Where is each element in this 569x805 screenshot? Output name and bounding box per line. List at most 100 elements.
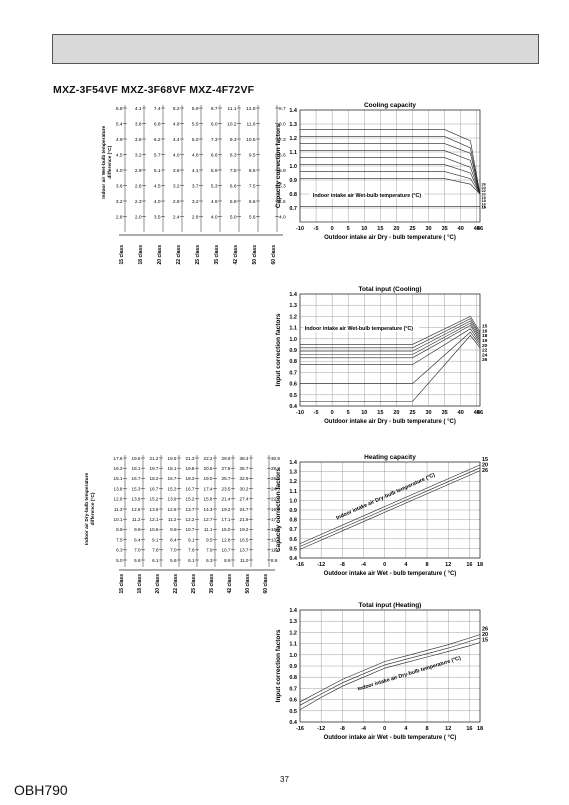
nomogram-axis-label: difference (°C): [90, 492, 96, 525]
class-label: 22 class: [173, 574, 179, 594]
nomogram-value: 15.5: [271, 527, 280, 532]
nomogram-value: 13.2: [271, 537, 280, 542]
nomogram-value: 32.9: [240, 476, 249, 481]
y-tick-label: 0.9: [289, 178, 297, 184]
x-tick-label: -16: [296, 726, 304, 732]
y-tick-label: 1.3: [289, 470, 297, 476]
nomogram-value: 5.6: [249, 214, 256, 220]
y-tick-label: 1.0: [289, 653, 297, 659]
nomogram-value: 11.2: [168, 517, 177, 522]
x-tick-label: -4: [361, 726, 367, 732]
nomogram-value: 10.7: [186, 527, 195, 532]
series-label: 22: [482, 348, 488, 354]
series-line-18: [300, 164, 481, 195]
nomogram-value: 2.8: [116, 214, 123, 220]
nomogram-value: 4.1: [135, 106, 142, 112]
nomogram-value: 4.6: [192, 152, 199, 158]
y-tick-label: 1.3: [289, 303, 297, 309]
nomogram-value: 9.1: [152, 537, 159, 542]
x-tick-label: -12: [317, 562, 325, 568]
nomogram-value: 3.6: [116, 183, 123, 189]
series-label: 18: [482, 199, 486, 203]
x-tick-label: -4: [361, 562, 367, 568]
class-label: 60 class: [271, 245, 277, 265]
series-label: 24: [482, 352, 488, 358]
x-tick-label: 30: [426, 410, 432, 416]
nomogram-value: 11.6: [247, 121, 256, 127]
model-title: MXZ-3F54VF MXZ-3F68VF MXZ-4F72VF: [53, 84, 255, 96]
nomogram-value: 5.4: [116, 121, 123, 127]
series-label: 19: [482, 338, 488, 344]
x-tick-label: 25: [409, 410, 415, 416]
y-tick-label: 1.4: [289, 292, 298, 298]
x-axis-label: Outdoor intake air Dry - bulb temperatur…: [324, 235, 456, 241]
nomogram-value: 12.8: [246, 106, 256, 112]
document-code: OBH790: [14, 782, 68, 798]
nomogram-value: 9.8: [170, 527, 177, 532]
class-label: 35 class: [209, 574, 215, 594]
series-line-19: [300, 157, 481, 195]
y-tick-label: 0.6: [289, 537, 297, 543]
nomogram-value: 15.0: [222, 527, 231, 532]
nomogram-value: 16.3: [114, 466, 123, 471]
nomogram-value: 15.2: [186, 497, 195, 502]
nomogram-value: 11.1: [204, 527, 213, 532]
series-label: 22: [482, 189, 486, 193]
series-label: 26: [482, 357, 488, 363]
x-tick-label: 0: [383, 726, 386, 732]
nomogram-value: 10.2: [227, 121, 237, 127]
y-tick-label: 1.1: [289, 489, 297, 495]
nomogram-value: 6.3: [206, 558, 213, 563]
nomogram-value: 8.4: [134, 537, 141, 542]
series-label: 26: [482, 627, 488, 633]
cooling-input-chart: Total input (Cooling) 0.4 0.5 0.6 0.7 0.8 0.9 1…: [275, 286, 488, 425]
x-tick-label: 46: [477, 410, 483, 416]
x-tick-label: -16: [296, 562, 304, 568]
nomogram-value: 10.6: [150, 527, 159, 532]
nomogram-value: 11.0: [271, 548, 280, 553]
class-label: 20 class: [157, 245, 163, 265]
nomogram-value: 15.3: [132, 486, 141, 491]
series-line-24: [300, 331, 481, 384]
nomogram-value: 10.7: [222, 548, 231, 553]
nomogram-value: 19.5: [132, 456, 141, 461]
nomogram-value: 2.9: [135, 168, 142, 174]
nomogram-value: 7.3: [279, 137, 286, 143]
y-tick-label: 1.3: [289, 619, 297, 625]
series-line-15: [300, 178, 481, 195]
nomogram-value: 21.4: [222, 497, 231, 502]
nomogram-value: 5.7: [154, 152, 161, 158]
y-tick-label: 0.7: [289, 370, 297, 376]
x-tick-label: 15: [377, 226, 383, 232]
series-label: 19: [482, 196, 486, 200]
nomogram-value: 15.2: [150, 497, 159, 502]
nomogram-value: 23.5: [222, 486, 231, 491]
nomogram-value: 5.8: [230, 199, 237, 205]
annotation-bg: [303, 324, 420, 332]
x-tick-label: 5: [347, 226, 350, 232]
nomogram-value: 10.1: [114, 517, 123, 522]
y-tick-label: 0.9: [289, 348, 297, 354]
nomogram-value: 6.6: [249, 199, 256, 205]
x-tick-label: 40: [458, 410, 464, 416]
series-label: 20: [482, 193, 486, 197]
x-tick-label: 45: [474, 226, 480, 232]
nomogram-value: 5.9: [279, 168, 286, 174]
series-label: 15: [482, 457, 488, 463]
series-line-24: [300, 136, 481, 195]
nomogram-value: 2.4: [173, 214, 180, 220]
series-line-19: [300, 322, 481, 355]
nomogram-value: 10.5: [246, 137, 256, 143]
nomogram-value: 12.6: [114, 497, 123, 502]
nomogram-value: 13.9: [168, 497, 177, 502]
nomogram-value: 11.2: [132, 517, 141, 522]
x-tick-label: 20: [393, 410, 399, 416]
x-tick-label: 15: [377, 410, 383, 416]
nomogram-value: 19.9: [271, 507, 280, 512]
series-line-26: [300, 129, 481, 195]
x-tick-label: 4: [404, 726, 408, 732]
chart-annotation: Indoor intake air Wet-bulb temperature (…: [305, 326, 413, 332]
y-tick-label: 0.7: [289, 206, 297, 212]
class-label: 15 class: [119, 245, 125, 265]
nomogram-value: 19.5: [168, 456, 177, 461]
